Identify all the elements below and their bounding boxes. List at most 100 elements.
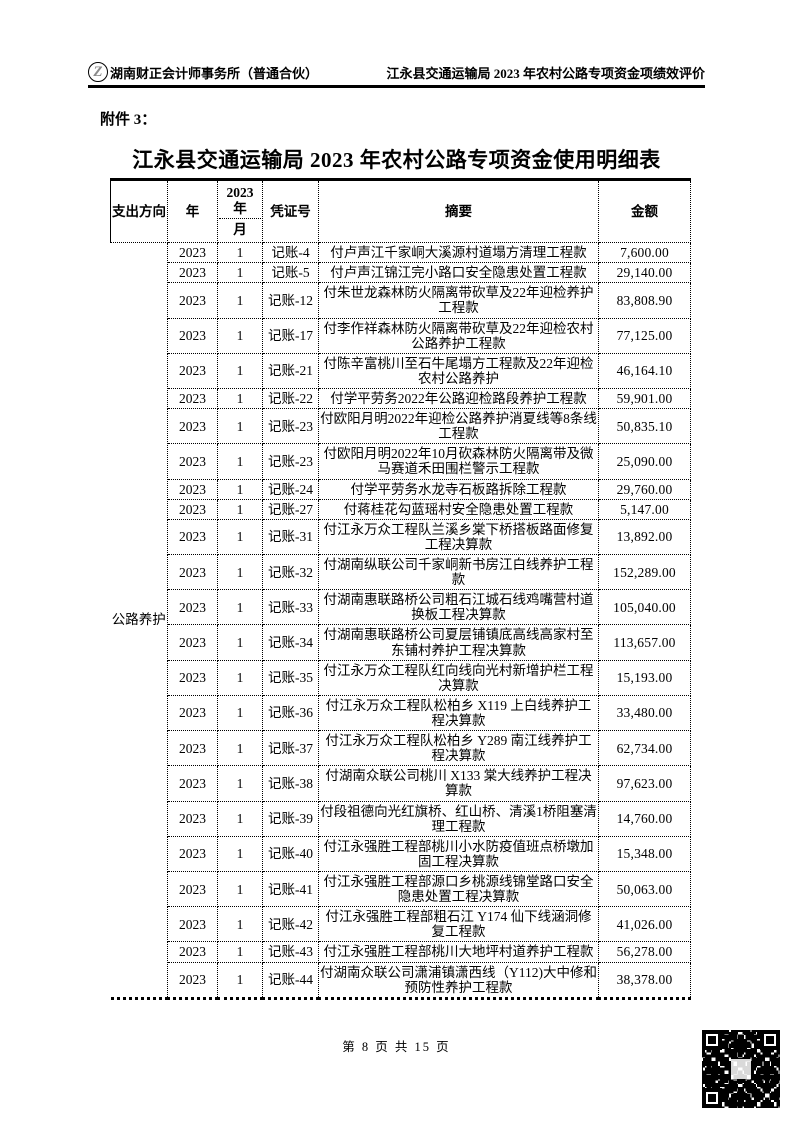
amount-cell: 38,378.00 (598, 961, 691, 999)
voucher-cell: 记账-43 (262, 941, 319, 963)
header-amount: 金额 (598, 179, 691, 244)
summary-cell: 付卢声江千家峒大溪源村道塌方清理工程款 (318, 242, 599, 264)
qr-finder-icon (702, 1030, 722, 1050)
table-row: 2023 1 记账-23 付欧阳月明2022年10月砍森林防火隔离带及微马赛道禾田围栏… (111, 443, 691, 480)
qr-finder-icon (702, 1088, 722, 1108)
summary-cell: 付欧阳月明2022年10月砍森林防火隔离带及微马赛道禾田围栏警示工程款 (318, 443, 599, 480)
voucher-cell: 记账-44 (262, 961, 319, 999)
table-row: 2023 1 记账-12 付朱世龙森林防火隔离带砍草及22年迎检养护工程款 83,808… (111, 282, 691, 319)
voucher-cell: 记账-23 (262, 408, 319, 445)
year-cell: 2023 (167, 388, 218, 410)
amount-cell: 97,623.00 (598, 765, 691, 802)
voucher-cell: 记账-21 (262, 352, 319, 390)
voucher-cell: 记账-22 (262, 388, 319, 410)
header-summary: 摘要 (318, 179, 599, 244)
year-cell: 2023 (167, 282, 218, 319)
year-cell: 2023 (167, 870, 218, 908)
month-cell: 1 (217, 282, 263, 319)
table-row: 2023 1 记账-36 付江永万众工程队松柏乡 X119 上白线养护工程决算款 33,… (111, 694, 691, 732)
voucher-cell: 记账-37 (262, 730, 319, 767)
amount-cell: 46,164.10 (598, 352, 691, 390)
year-cell: 2023 (167, 242, 218, 264)
summary-cell: 付朱世龙森林防火隔离带砍草及22年迎检养护工程款 (318, 282, 599, 319)
year-cell: 2023 (167, 765, 218, 802)
table-row: 2023 1 记账-5 付卢声江锦江完小路口安全隐患处置工程款 29,140.00 (111, 262, 691, 284)
month-cell: 1 (217, 961, 263, 999)
fund-usage-table: 支出方向 年 2023 年 月 凭证号 摘要 金额 公路养护 2023 1 记账-4 付… (110, 178, 691, 1000)
voucher-cell: 记账-32 (262, 553, 319, 591)
month-cell: 1 (217, 624, 263, 661)
voucher-cell: 记账-42 (262, 906, 319, 943)
table-row: 2023 1 记账-39 付段祖德向光红旗桥、红山桥、清溪1桥阻塞清理工程款 14,76… (111, 800, 691, 837)
month-cell: 1 (217, 518, 263, 556)
summary-cell: 付江永万众工程队兰溪乡棠下桥搭板路面修复工程决算款 (318, 518, 599, 556)
voucher-cell: 记账-5 (262, 262, 319, 284)
month-cell: 1 (217, 589, 263, 626)
table-row: 2023 1 记账-43 付江永强胜工程部桃川大地坪村道养护工程款 56,278.00 (111, 941, 691, 963)
amount-cell: 29,140.00 (598, 262, 691, 284)
table-row: 2023 1 记账-38 付湖南众联公司桃川 X133 棠大线养护工程决算款 97,62… (111, 765, 691, 802)
amount-cell: 7,600.00 (598, 242, 691, 264)
header-month-top: 2023 年 (219, 183, 261, 220)
year-cell: 2023 (167, 352, 218, 390)
amount-cell: 50,063.00 (598, 870, 691, 908)
year-cell: 2023 (167, 730, 218, 767)
month-cell: 1 (217, 242, 263, 264)
summary-cell: 付李作祥森林防火隔离带砍草及22年迎检农村公路养护工程款 (318, 317, 599, 354)
summary-cell: 付陈辛富桃川至石牛尾塌方工程款及22年迎检农村公路养护 (318, 352, 599, 390)
voucher-cell: 记账-39 (262, 800, 319, 837)
table-row: 2023 1 记账-23 付欧阳月明2022年迎检公路养护消夏线等8条线工程款 50,8… (111, 408, 691, 445)
running-header: Z 湖南财正会计师事务所（普通合伙） 江永县交通运输局 2023 年农村公路专项… (88, 62, 705, 88)
amount-cell: 25,090.00 (598, 443, 691, 480)
amount-cell: 15,348.00 (598, 835, 691, 872)
amount-cell: 56,278.00 (598, 941, 691, 963)
summary-cell: 付段祖德向光红旗桥、红山桥、清溪1桥阻塞清理工程款 (318, 800, 599, 837)
summary-cell: 付江永强胜工程部粗石江 Y174 仙下线涵洞修复工程款 (318, 906, 599, 943)
month-cell: 1 (217, 388, 263, 410)
table-row: 2023 1 记账-21 付陈辛富桃川至石牛尾塌方工程款及22年迎检农村公路养护 46,… (111, 352, 691, 390)
amount-cell: 14,760.00 (598, 800, 691, 837)
firm-name: 湖南财正会计师事务所（普通合伙） (110, 65, 319, 81)
firm-logo-icon: Z (88, 62, 108, 82)
voucher-cell: 记账-23 (262, 443, 319, 480)
table-row: 2023 1 记账-22 付学平劳务2022年公路迎检路段养护工程款 59,901.00 (111, 388, 691, 410)
year-cell: 2023 (167, 478, 218, 500)
table-row: 2023 1 记账-27 付蒋桂花勾蓝瑶村安全隐患处置工程款 5,147.00 (111, 498, 691, 520)
voucher-cell: 记账-4 (262, 242, 319, 264)
month-cell: 1 (217, 765, 263, 802)
table-row: 2023 1 记账-32 付湖南纵联公司千家峒新书房江白线养护工程款 152,289.0… (111, 553, 691, 591)
summary-cell: 付江永万众工程队红向线向光村新增护栏工程决算款 (318, 659, 599, 696)
amount-cell: 13,892.00 (598, 518, 691, 556)
year-cell: 2023 (167, 624, 218, 661)
year-cell: 2023 (167, 961, 218, 999)
voucher-cell: 记账-33 (262, 589, 319, 626)
amount-cell: 33,480.00 (598, 694, 691, 732)
table-row: 2023 1 记账-35 付江永万众工程队红向线向光村新增护栏工程决算款 15,193.… (111, 659, 691, 696)
page-title: 江永县交通运输局 2023 年农村公路专项资金使用明细表 (132, 148, 661, 172)
header-voucher: 凭证号 (262, 179, 319, 244)
month-cell: 1 (217, 262, 263, 284)
month-cell: 1 (217, 941, 263, 963)
attachment-label: 附件 3： (100, 112, 157, 128)
qr-code (702, 1030, 780, 1108)
amount-cell: 62,734.00 (598, 730, 691, 767)
summary-cell: 付江永万众工程队松柏乡 X119 上白线养护工程决算款 (318, 694, 599, 732)
table-row: 公路养护 2023 1 记账-4 付卢声江千家峒大溪源村道塌方清理工程款 7,600.00 (110, 242, 691, 999)
summary-cell: 付江永强胜工程部桃川大地坪村道养护工程款 (318, 941, 599, 963)
month-cell: 1 (217, 498, 263, 520)
amount-cell: 152,289.00 (598, 553, 691, 591)
table-header-row: 支出方向 年 2023 年 月 凭证号 摘要 金额 (110, 179, 691, 244)
table-row: 2023 1 记账-40 付江永强胜工程部桃川小水防疫值班点桥墩加固工程决算款 15,3… (111, 835, 691, 872)
table-row: 2023 1 记账-24 付学平劳务水龙寺石板路拆除工程款 29,760.00 (111, 478, 691, 500)
header-year: 年 (167, 179, 218, 244)
year-cell: 2023 (167, 589, 218, 626)
table-row: 2023 1 记账-37 付江永万众工程队松柏乡 Y289 南江线养护工程决算款 62,… (111, 730, 691, 767)
voucher-cell: 记账-27 (262, 498, 319, 520)
month-cell: 1 (217, 906, 263, 943)
summary-cell: 付江永强胜工程部桃川小水防疫值班点桥墩加固工程决算款 (318, 835, 599, 872)
month-cell: 1 (217, 408, 263, 445)
year-cell: 2023 (167, 262, 218, 284)
table-row: 2023 1 记账-41 付江永强胜工程部源口乡桃源线锦堂路口安全隐患处置工程决算款 5… (111, 870, 691, 908)
month-cell: 1 (217, 478, 263, 500)
